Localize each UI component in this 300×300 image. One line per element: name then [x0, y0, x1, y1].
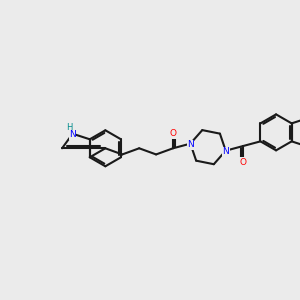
Text: O: O [240, 158, 247, 167]
Text: N: N [187, 140, 194, 149]
Text: H: H [66, 123, 72, 132]
Text: O: O [169, 130, 176, 139]
Text: N: N [69, 130, 76, 139]
Text: N: N [222, 147, 229, 156]
